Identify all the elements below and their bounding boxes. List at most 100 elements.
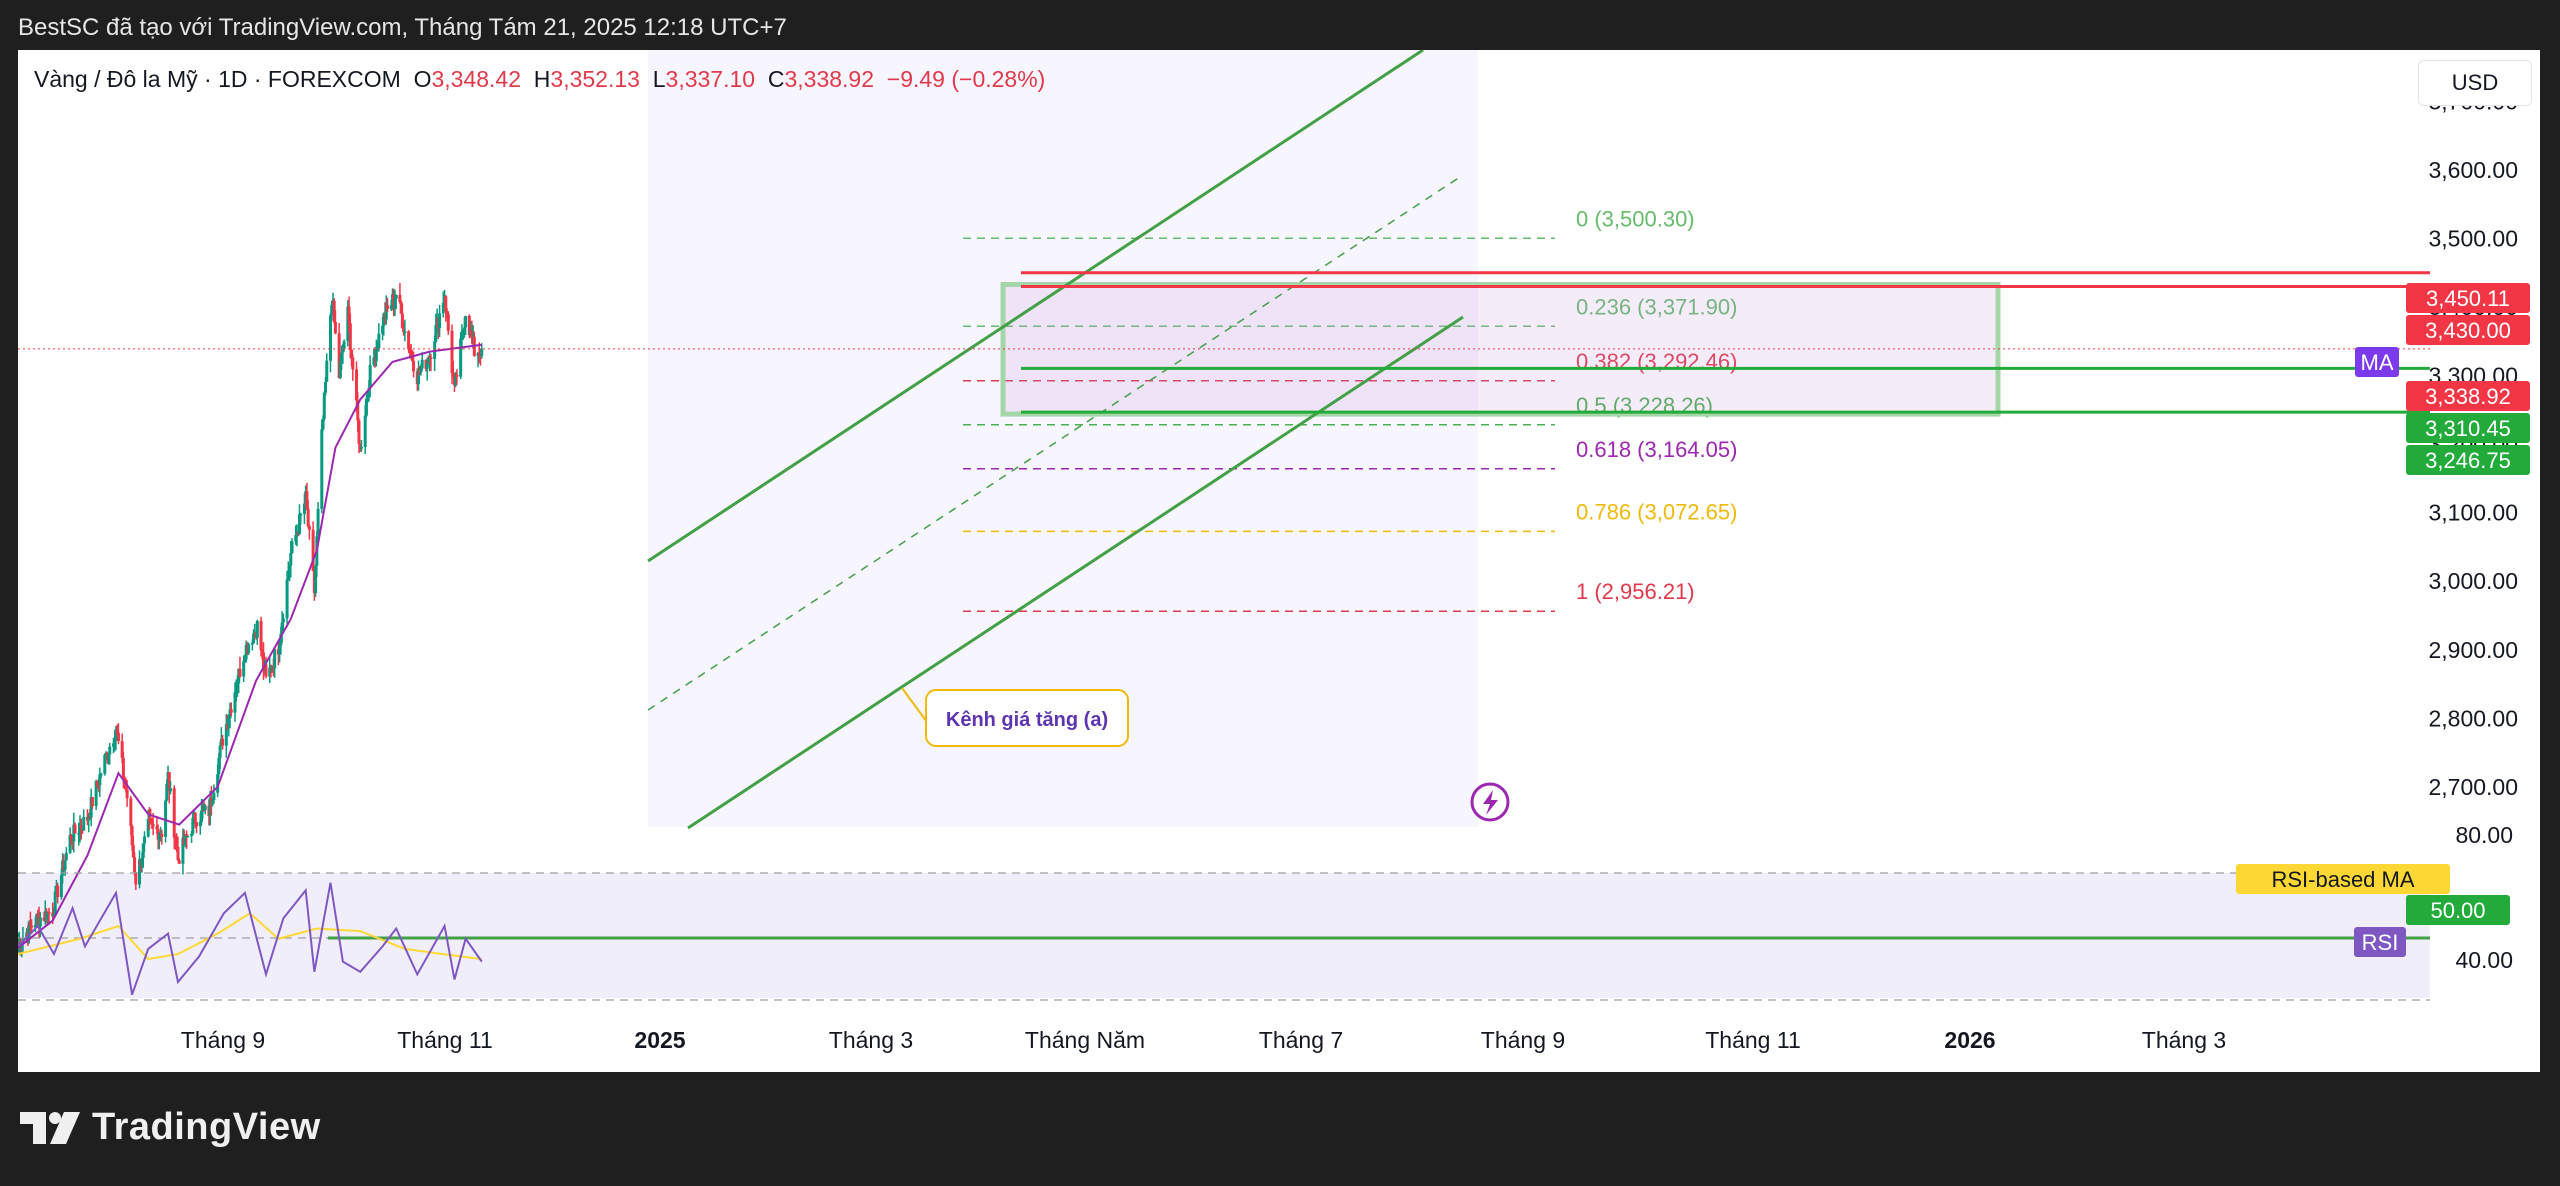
candle-body — [386, 305, 390, 309]
currency-button[interactable]: USD — [2418, 60, 2532, 106]
symbol-legend: Vàng / Đô la Mỹ · 1D · FOREXCOM O3,348.4… — [34, 66, 1045, 93]
candle-body — [382, 313, 386, 326]
time-tick-label: Tháng Năm — [1025, 1027, 1145, 1053]
candle-body — [332, 300, 336, 322]
time-tick-label: Tháng 11 — [397, 1027, 492, 1053]
candle-body — [59, 875, 63, 897]
candle-body — [176, 846, 180, 860]
price-scale-tag — [2406, 381, 2530, 411]
candle-body — [247, 644, 251, 653]
channel-mid-line — [647, 176, 1461, 711]
price-scale-tag-text: 3,310.45 — [2425, 416, 2511, 441]
price-chart[interactable]: 0 (3,500.30)0.236 (3,371.90)0.382 (3,292… — [18, 50, 2540, 1072]
rsi-tag — [2354, 927, 2406, 957]
lightning-bolt-icon — [1483, 790, 1498, 815]
candle-body — [340, 352, 344, 362]
time-tick-label: Tháng 11 — [1705, 1027, 1800, 1053]
candle-body — [399, 301, 403, 314]
candle-body — [56, 885, 60, 897]
chart-panel[interactable]: 0 (3,500.30)0.236 (3,371.90)0.382 (3,292… — [18, 50, 2540, 1072]
candle-body — [69, 834, 73, 842]
candle-body — [177, 859, 181, 864]
candle-body — [338, 361, 342, 378]
candle-body — [428, 357, 432, 363]
candle-body — [446, 313, 450, 331]
candle-body — [363, 415, 367, 448]
candle-body — [229, 709, 233, 713]
candle-body — [356, 400, 360, 421]
candle-body — [228, 709, 232, 719]
candle-body — [172, 788, 176, 838]
candle-body — [420, 359, 424, 369]
candle-body — [286, 573, 290, 580]
price-scale-tag-text: 3,246.75 — [2425, 448, 2511, 473]
candle-body — [221, 738, 225, 746]
candle-body — [98, 774, 102, 786]
candle-body — [358, 443, 362, 448]
candle-body — [281, 618, 285, 623]
candle-body — [444, 296, 448, 311]
candle-body — [38, 917, 42, 927]
candle-body — [155, 826, 159, 830]
candle-body — [460, 332, 464, 339]
candle-body — [108, 746, 112, 755]
candle-body — [355, 369, 359, 401]
candle-body — [181, 837, 185, 864]
candle-body — [185, 834, 189, 837]
candle-body — [36, 914, 40, 917]
candle-body — [200, 810, 204, 822]
tradingview-brand[interactable]: TradingView — [20, 1106, 321, 1149]
candle-body — [324, 381, 328, 393]
time-tick-label: 2025 — [634, 1027, 685, 1053]
candle-body — [203, 805, 207, 811]
tradingview-logo-icon — [20, 1111, 80, 1144]
candle-body — [27, 921, 31, 939]
price-scale-tag — [2406, 445, 2530, 475]
price-scale-tag-text: 3,430.00 — [2425, 318, 2511, 343]
candle-body — [141, 843, 145, 859]
price-scale-tag — [2406, 283, 2530, 313]
candle-body — [234, 689, 238, 693]
chart-caption: BestSC đã tạo với TradingView.com, Tháng… — [18, 14, 787, 41]
candle-body — [384, 305, 388, 320]
candle-body — [347, 306, 351, 324]
candle-body — [120, 741, 124, 758]
candle-body — [342, 341, 346, 350]
candle-body — [160, 833, 164, 837]
candle-body — [186, 835, 190, 838]
candle-body — [208, 797, 212, 817]
candle-body — [321, 418, 325, 430]
candle-body — [217, 757, 221, 775]
rsi-line — [18, 882, 483, 996]
candle-body — [412, 361, 416, 372]
price-tick-label: 3,000.00 — [2428, 568, 2518, 594]
candle-body — [46, 912, 50, 921]
candle-body — [147, 819, 151, 821]
ma-tag — [2355, 347, 2399, 377]
candle-body — [268, 667, 272, 677]
time-tick-label: Tháng 3 — [829, 1027, 913, 1053]
candle-body — [35, 914, 39, 925]
candle-body — [53, 891, 57, 914]
candle-body — [149, 820, 153, 822]
high-value: 3,352.13 — [550, 66, 640, 92]
candle-body — [167, 772, 171, 792]
candle-body — [328, 315, 332, 361]
candle-body — [350, 349, 354, 358]
candle-body — [129, 798, 133, 826]
candle-body — [77, 833, 81, 835]
callout-box — [925, 689, 1129, 747]
candle-body — [419, 368, 423, 373]
candle-body — [235, 683, 239, 690]
rsi-ma-tag — [2236, 864, 2450, 894]
candle-body — [394, 294, 398, 299]
candle-body — [325, 360, 329, 382]
candle-body — [64, 852, 68, 861]
close-value: 3,338.92 — [784, 66, 874, 92]
candle-body — [183, 834, 187, 845]
price-scale-tag-text: 3,338.92 — [2425, 384, 2511, 409]
candle-body — [289, 553, 293, 566]
candle-body — [97, 784, 101, 787]
close-label: C — [767, 66, 785, 92]
candle-body — [242, 661, 246, 677]
